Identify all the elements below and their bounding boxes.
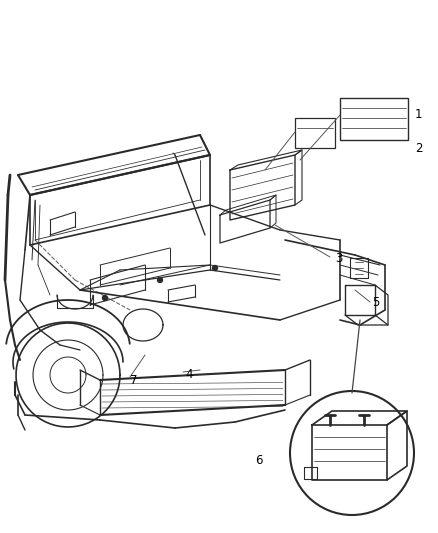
Text: 5: 5 [372, 296, 379, 310]
Text: 4: 4 [185, 367, 192, 381]
Circle shape [102, 295, 107, 301]
Text: 3: 3 [335, 252, 343, 264]
Circle shape [158, 278, 162, 282]
Text: 6: 6 [255, 454, 262, 466]
Text: 7: 7 [130, 374, 138, 386]
FancyBboxPatch shape [340, 98, 408, 140]
Text: 2: 2 [415, 141, 423, 155]
FancyBboxPatch shape [295, 118, 335, 148]
Circle shape [212, 265, 218, 271]
Text: 1: 1 [415, 109, 423, 122]
